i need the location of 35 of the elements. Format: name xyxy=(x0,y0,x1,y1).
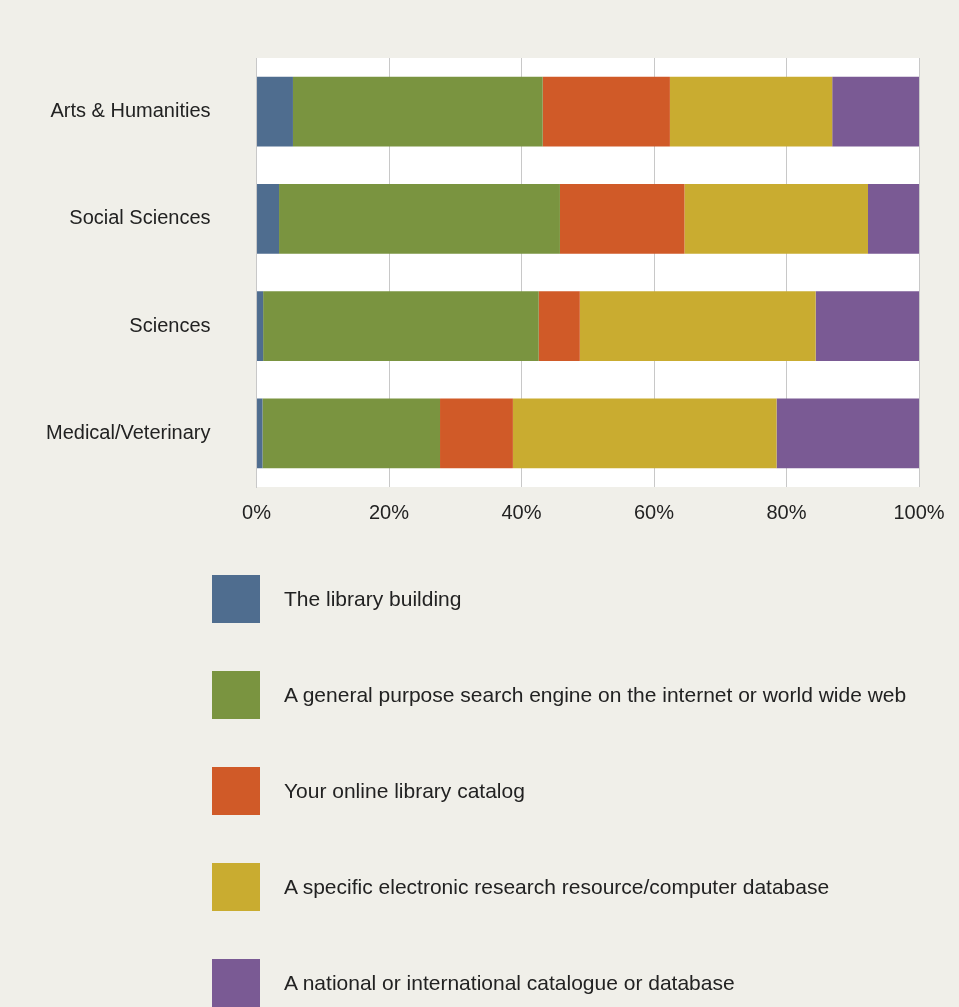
bar xyxy=(832,76,919,147)
bar xyxy=(257,398,263,469)
bar xyxy=(263,291,539,361)
y-tick-label: Arts & Humanities xyxy=(50,99,211,122)
legend-label: The library building xyxy=(284,587,462,611)
x-tick-label: 0% xyxy=(242,500,272,523)
bar xyxy=(538,291,580,361)
bar xyxy=(684,184,868,254)
bar xyxy=(257,184,280,254)
bar xyxy=(279,184,560,254)
y-tick-label: Medical/Veterinary xyxy=(45,420,211,443)
legend-label: A national or international catalogue or database xyxy=(284,971,735,995)
bar xyxy=(512,398,777,469)
bar xyxy=(815,291,919,361)
y-tick-label: Sciences xyxy=(129,313,211,336)
bar xyxy=(579,291,816,361)
x-tick-label: 100% xyxy=(893,500,945,523)
x-tick-label: 60% xyxy=(633,500,675,523)
legend-label: Your online library catalog xyxy=(284,779,525,803)
bar xyxy=(292,76,543,147)
x-tick-label: 40% xyxy=(501,500,542,523)
y-tick-label: Social Sciences xyxy=(69,206,211,229)
bar xyxy=(776,398,919,469)
legend-label: A general purpose search engine on the internet or world wide web xyxy=(284,683,907,707)
bar xyxy=(440,398,513,469)
bar xyxy=(867,184,919,254)
bar xyxy=(669,76,833,147)
bar xyxy=(559,184,685,254)
x-tick-label: 20% xyxy=(369,500,410,523)
bar xyxy=(542,76,670,147)
bar xyxy=(257,291,264,361)
legend-label: A specific electronic research resource/computer database xyxy=(284,875,830,899)
bar xyxy=(262,398,441,469)
x-tick-label: 80% xyxy=(766,500,807,523)
bar xyxy=(257,76,293,147)
